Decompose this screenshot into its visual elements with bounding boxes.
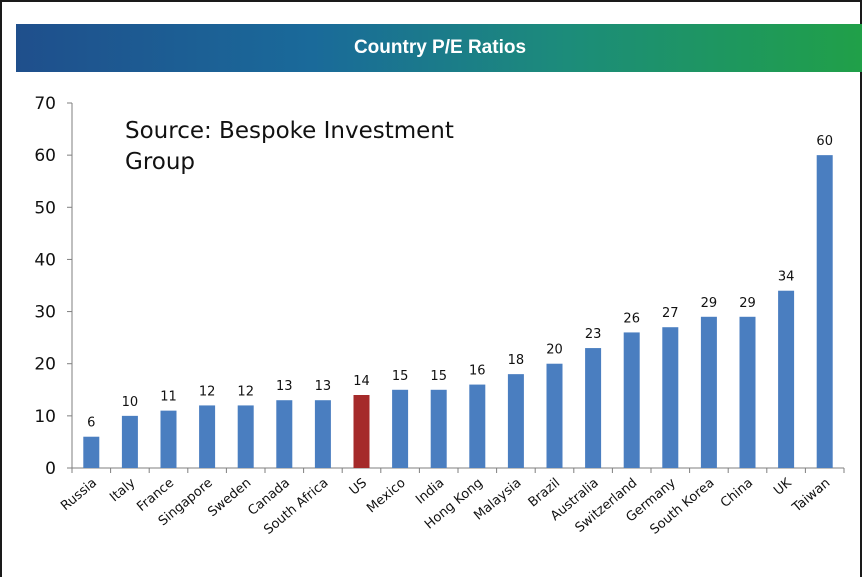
bar: [469, 384, 486, 468]
data-label: 18: [508, 353, 525, 368]
data-label: 29: [701, 296, 718, 311]
bar: [816, 155, 833, 468]
data-label: 20: [546, 343, 563, 358]
data-label: 16: [469, 364, 486, 379]
data-label: 6: [87, 416, 95, 431]
bar: [160, 410, 177, 468]
bar: [314, 400, 331, 468]
data-label: 13: [315, 379, 332, 394]
bar: [662, 327, 679, 468]
data-label: 11: [160, 390, 177, 405]
x-tick-label: China: [718, 476, 756, 511]
y-tick-label: 70: [34, 94, 56, 114]
y-tick-label: 0: [45, 459, 56, 479]
bar: [237, 405, 254, 468]
bar: [778, 290, 795, 468]
data-label: 14: [353, 374, 370, 389]
x-tick-label: Mexico: [364, 476, 408, 517]
bar: [121, 415, 138, 468]
bar: [546, 363, 563, 468]
source-annotation: Source: Bespoke Investment Group: [125, 118, 454, 175]
data-label: 10: [122, 395, 139, 410]
data-label: 15: [392, 369, 409, 384]
chart-title-banner: Country P/E Ratios: [16, 24, 862, 72]
x-tick-label: Russia: [58, 476, 100, 514]
bar: [199, 405, 216, 468]
data-label: 29: [739, 296, 756, 311]
source-annotation-box: Source: Bespoke Investment Group: [103, 110, 531, 188]
data-label: 26: [623, 311, 640, 326]
data-label: 13: [276, 379, 293, 394]
bar: [392, 389, 409, 468]
y-tick-label: 20: [34, 355, 56, 375]
y-tick-label: 40: [34, 250, 56, 270]
bar: [739, 316, 756, 468]
bar: [353, 395, 370, 468]
bar: [276, 400, 293, 468]
x-tick-label: Sweden: [205, 476, 254, 521]
y-tick-label: 30: [34, 303, 56, 323]
bar: [83, 436, 100, 468]
y-tick-label: 10: [34, 407, 56, 427]
chart-title: Country P/E Ratios: [353, 37, 527, 58]
data-label: 15: [430, 369, 447, 384]
bar: [430, 389, 447, 468]
bar: [507, 374, 524, 468]
data-label: 60: [816, 134, 833, 149]
data-label: 12: [199, 384, 216, 399]
x-tick-label: India: [413, 476, 447, 508]
x-tick-label: Taiwan: [789, 476, 833, 517]
x-tick-label: US: [347, 476, 370, 499]
data-label: 27: [662, 306, 679, 321]
y-tick-label: 60: [34, 146, 56, 166]
data-label: 12: [237, 384, 254, 399]
bar: [700, 316, 717, 468]
data-label: 23: [585, 327, 602, 342]
x-tick-label: Italy: [107, 475, 138, 505]
bar: [585, 348, 602, 468]
y-tick-label: 50: [34, 198, 56, 218]
data-label: 34: [778, 270, 795, 285]
bar: [623, 332, 640, 468]
x-tick-label: UK: [771, 475, 795, 498]
